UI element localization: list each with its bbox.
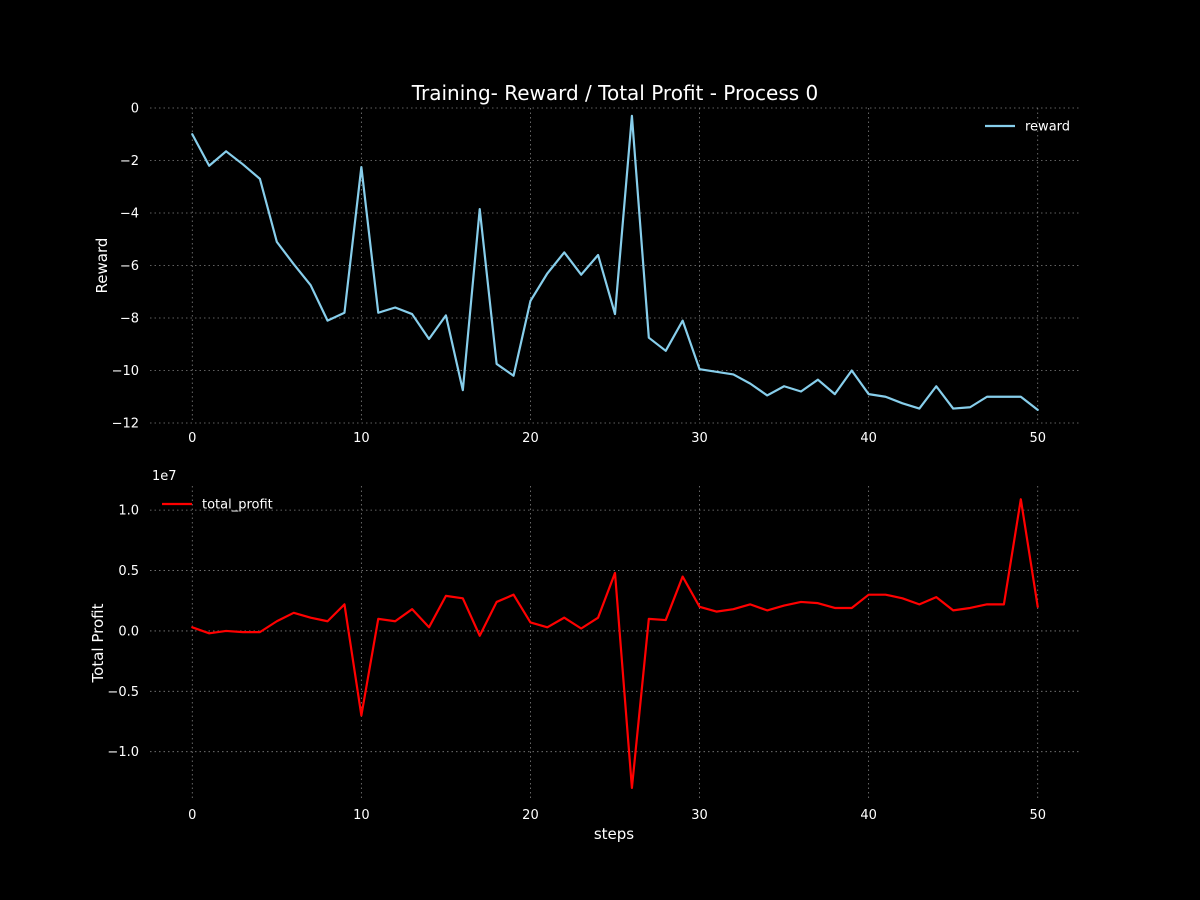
y-offset-label: 1e7 — [152, 469, 177, 484]
y-tick-label: −2 — [120, 154, 139, 169]
total-profit-subplot: 0 10 20 30 40 50 1.0 0.5 0.0 −0.5 −1.0 Total Profit… — [89, 469, 1080, 843]
x-tick-label: 10 — [353, 431, 370, 446]
x-tick-label: 50 — [1029, 431, 1046, 446]
y-axis-label: Total Profit — [89, 603, 107, 683]
series-line-total_profit — [191, 498, 1039, 790]
y-tick-label: −1.0 — [107, 745, 139, 760]
chart-title: Training- Reward / Total Profit - Proces… — [411, 81, 819, 105]
legend-label: total_profit — [202, 498, 273, 513]
y-tick-label: −0.5 — [107, 685, 139, 700]
x-tick-label: 30 — [691, 431, 708, 446]
x-tick-label: 0 — [188, 431, 196, 446]
y-tick-label: 0.5 — [118, 564, 139, 579]
y-tick-label: −12 — [112, 417, 139, 432]
x-tick-label: 20 — [522, 808, 539, 823]
x-tick-label: 10 — [353, 808, 370, 823]
series-line-reward — [191, 114, 1039, 411]
y-tick-label: 0.0 — [118, 624, 139, 639]
y-tick-label: −10 — [112, 364, 139, 379]
y-tick-label: −6 — [120, 259, 139, 274]
reward-subplot: 0 10 20 30 40 50 0 −2 −4 −6 −8 −10 −12 Reward reward — [93, 102, 1080, 446]
x-tick-label: 30 — [691, 808, 708, 823]
y-tick-label: −8 — [120, 312, 139, 327]
x-tick-label: 0 — [188, 808, 196, 823]
y-tick-label: −4 — [120, 207, 139, 222]
y-tick-label: 0 — [131, 102, 139, 117]
x-axis-label: steps — [594, 825, 634, 843]
x-tick-label: 20 — [522, 431, 539, 446]
y-axis-label: Reward — [93, 238, 111, 294]
x-tick-label: 40 — [860, 431, 877, 446]
legend: total_profit — [162, 498, 273, 513]
legend-label: reward — [1025, 120, 1070, 135]
legend: reward — [985, 120, 1070, 135]
y-tick-label: 1.0 — [118, 504, 139, 519]
x-tick-label: 50 — [1029, 808, 1046, 823]
x-tick-label: 40 — [860, 808, 877, 823]
